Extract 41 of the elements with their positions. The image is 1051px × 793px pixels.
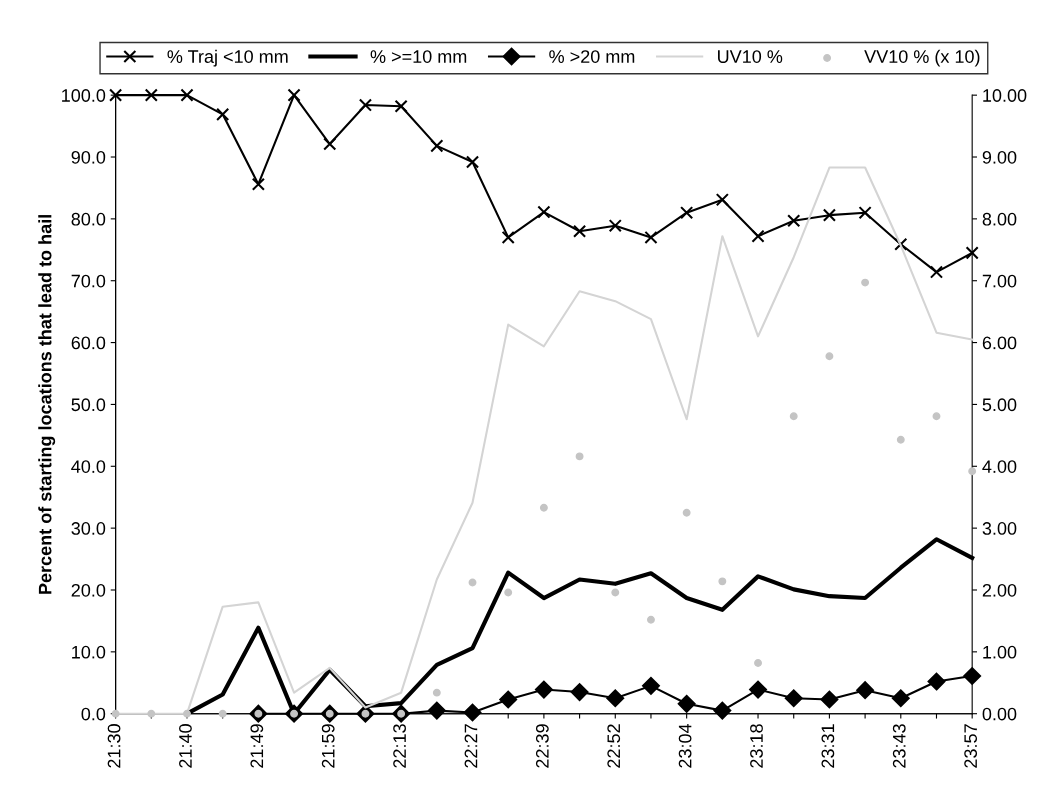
x-tick-label: 21:49 — [250, 724, 264, 768]
x-tick-label: 21:59 — [321, 724, 335, 768]
y-tick-label: 60.0 — [71, 336, 106, 350]
y-tick-label: 90.0 — [71, 150, 106, 164]
y-tick-label: 80.0 — [71, 212, 106, 226]
y2-tick-label: 3.00 — [982, 522, 1017, 535]
y2-tick-label: 1.00 — [983, 645, 1017, 659]
y-tick-label: 0.0 — [81, 707, 106, 721]
y-tick-label: 100.0 — [62, 89, 106, 102]
y-tick-label: 20.0 — [71, 583, 106, 597]
y2-tick-label: 0.00 — [982, 707, 1017, 721]
x-tick-label: 21:40 — [179, 724, 192, 768]
y-tick-label: 70.0 — [71, 274, 106, 288]
legend-label: % Traj <10 mm — [167, 49, 288, 67]
y-axis-title: Percent of starting locations that lead to hail — [38, 215, 56, 594]
legend-label: % >20 mm — [549, 50, 635, 63]
y2-tick-label: 2.00 — [982, 583, 1017, 597]
y-tick-label: 10.0 — [72, 645, 106, 659]
x-tick-label: 22:39 — [535, 724, 549, 768]
x-tick-label: 22:13 — [393, 724, 406, 768]
x-tick-label: 23:18 — [750, 724, 763, 768]
y2-tick-label: 10.00 — [983, 89, 1027, 102]
legend-label: UV10 % — [718, 50, 783, 63]
x-tick-label: 22:27 — [464, 724, 478, 768]
x-tick-label: 23:43 — [892, 724, 906, 768]
y-tick-label: 50.0 — [71, 398, 106, 412]
x-tick-label: 22:52 — [607, 724, 621, 768]
y2-tick-label: 8.00 — [982, 212, 1017, 226]
y-tick-label: 40.0 — [71, 460, 106, 473]
x-tick-label: 23:57 — [964, 724, 978, 768]
legend-label: VV10 % (x 10) — [864, 49, 980, 67]
y-tick-label: 30.0 — [71, 522, 106, 535]
y2-tick-label: 9.00 — [982, 150, 1017, 164]
x-tick-label: 21:30 — [107, 724, 121, 768]
legend-label: % >=10 mm — [370, 50, 467, 63]
y2-tick-label: 4.00 — [982, 460, 1017, 473]
x-tick-label: 23:31 — [821, 724, 835, 768]
y2-tick-label: 5.00 — [982, 398, 1017, 412]
y2-tick-label: 7.00 — [982, 274, 1017, 288]
x-tick-label: 23:04 — [678, 723, 692, 768]
y2-tick-label: 6.00 — [982, 336, 1017, 350]
